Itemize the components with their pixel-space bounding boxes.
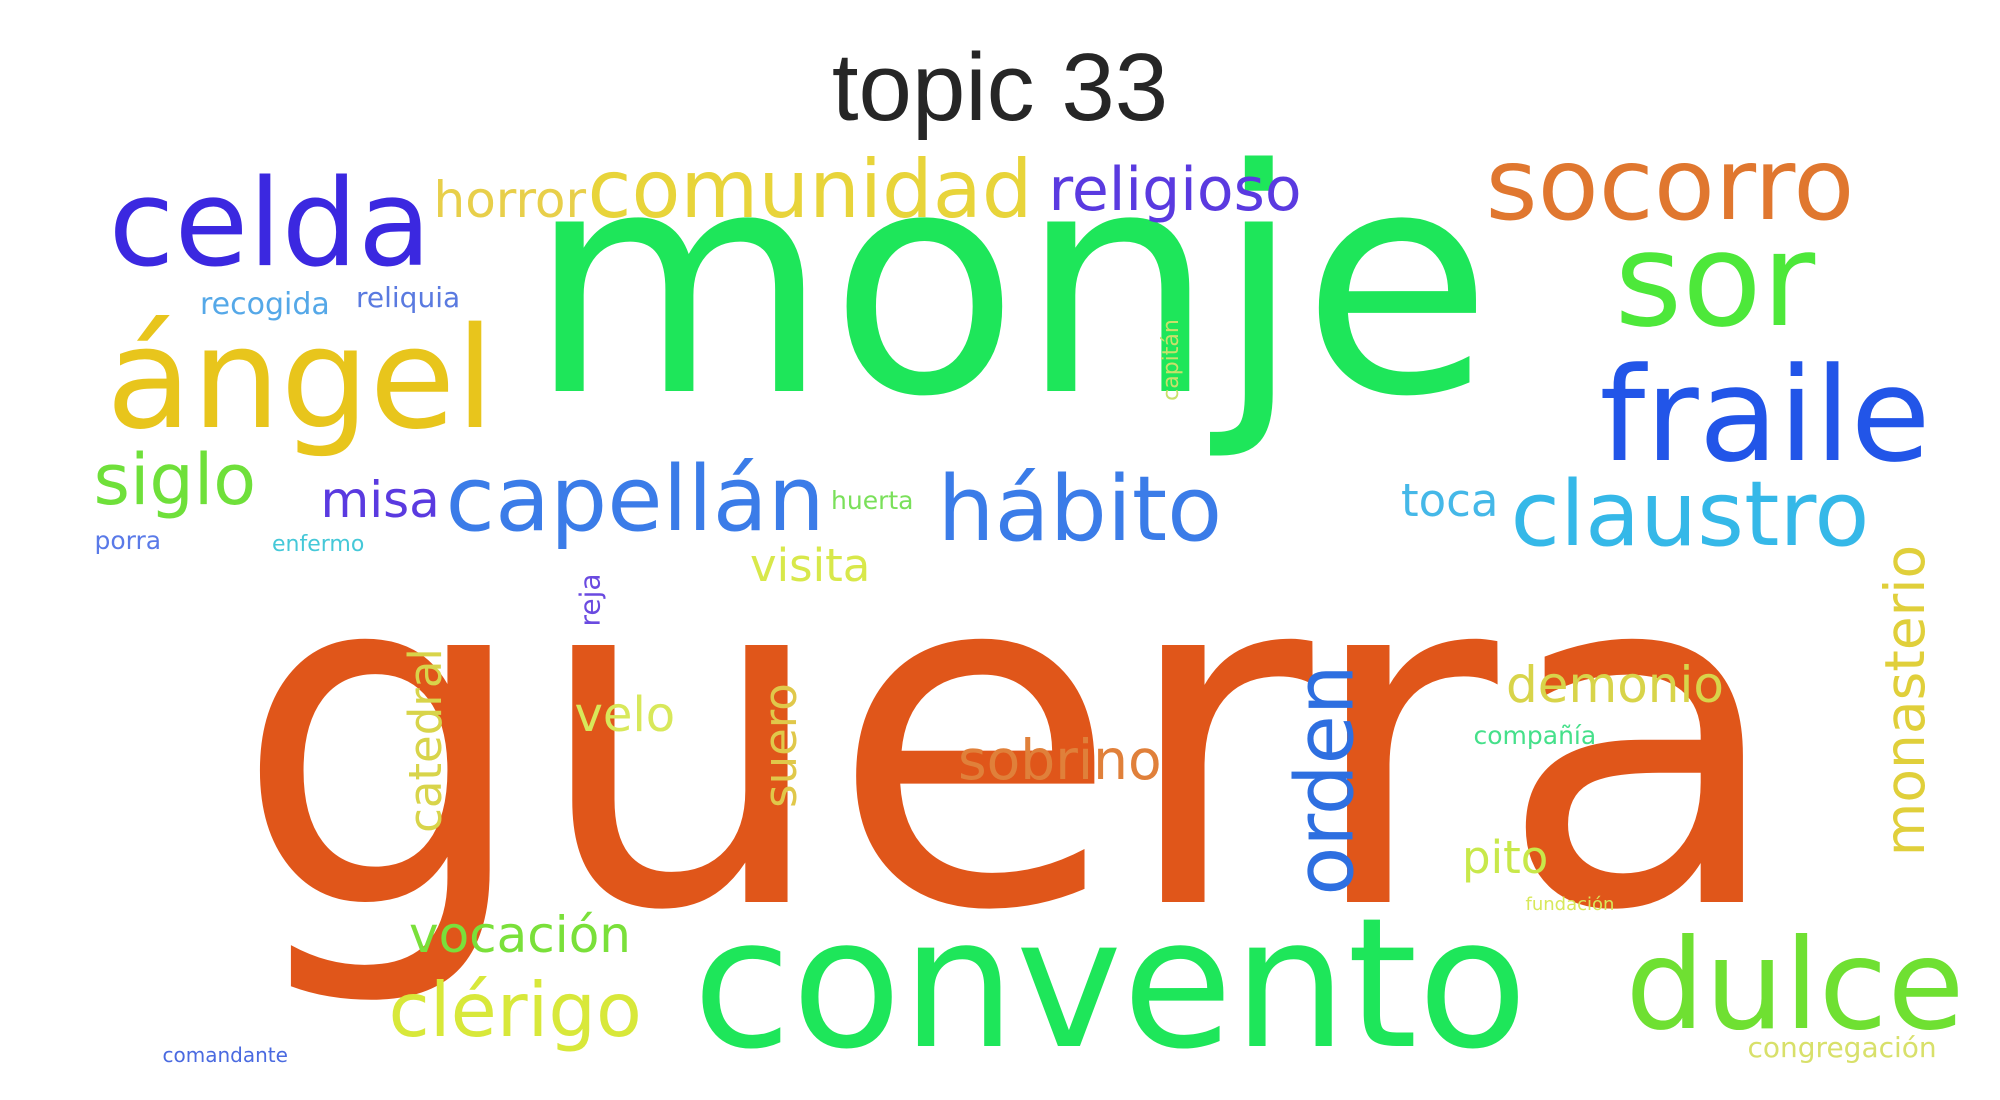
word-reliquia: reliquia: [356, 281, 461, 314]
word-convento: convento: [692, 880, 1528, 1089]
word-reja: reja: [573, 573, 607, 627]
word-monje: monje: [527, 104, 1493, 465]
word-congregacion: congregación: [1747, 1031, 1937, 1064]
word-dulce: dulce: [1625, 912, 1965, 1058]
word-clerigo: clérigo: [388, 965, 642, 1054]
word-visita: visita: [750, 538, 871, 592]
word-angel: ángel: [106, 298, 495, 461]
word-comandante: comandante: [162, 1043, 288, 1067]
word-catedral: catedral: [398, 647, 452, 833]
word-habito: hábito: [937, 457, 1223, 562]
word-siglo: siglo: [93, 439, 257, 521]
word-sobrino: sobrino: [958, 727, 1162, 792]
word-comunidad: comunidad: [587, 143, 1033, 236]
word-horror: horror: [433, 171, 587, 229]
word-huerta: huerta: [831, 485, 914, 515]
word-sor: sor: [1614, 204, 1816, 356]
word-velo: velo: [574, 687, 676, 743]
word-recogida: recogida: [200, 287, 330, 322]
word-guerra: guerra: [234, 466, 1786, 1013]
word-socorro: socorro: [1485, 126, 1855, 243]
word-monasterio: monasterio: [1872, 544, 1937, 856]
word-celda: celda: [108, 155, 432, 294]
word-demonio: demonio: [1506, 656, 1724, 714]
word-porra: porra: [94, 525, 162, 555]
word-capellan: capellán: [445, 447, 825, 552]
word-suero: suero: [753, 682, 807, 808]
word-misa: misa: [320, 471, 440, 529]
word-claustro: claustro: [1510, 462, 1870, 567]
word-vocacion: vocación: [409, 906, 631, 964]
word-enfermo: enfermo: [272, 532, 365, 557]
word-orden: orden: [1278, 664, 1372, 896]
word-religioso: religioso: [1048, 155, 1302, 225]
word-toca: toca: [1401, 473, 1499, 527]
word-compania: compañía: [1473, 720, 1597, 750]
word-fundacion: fundación: [1525, 894, 1615, 915]
chart-title: topic 33: [831, 34, 1169, 141]
word-pito: pito: [1462, 830, 1549, 884]
word-fraile: fraile: [1599, 339, 1931, 491]
word-capitan: capitán: [1158, 319, 1184, 401]
